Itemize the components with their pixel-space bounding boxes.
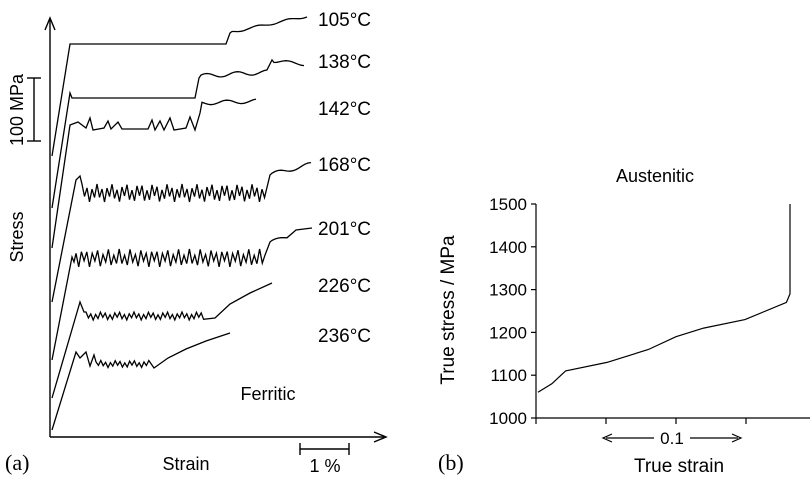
panel-a-ylabel: Stress — [7, 211, 27, 262]
strain-arrow-label: 0.1 — [660, 429, 684, 448]
panel-b-y-ticks: 1000 1100 1200 1300 1400 1500 — [489, 195, 536, 428]
panel-b-y-tick-label: 1400 — [489, 238, 527, 257]
panel-b-y-tick-label: 1300 — [489, 281, 527, 300]
panel-b-y-tick-label: 1500 — [489, 195, 527, 214]
curve-138 — [51, 58, 305, 209]
curve-label-168: 168°C — [318, 155, 371, 176]
ferritic-curves — [51, 16, 313, 431]
panel-b-title: Austenitic — [616, 166, 694, 186]
curve-label-226: 226°C — [318, 276, 371, 297]
panel-a-xlabel: Strain — [162, 454, 209, 474]
panel-a-label: (a) — [5, 450, 29, 475]
panel-b-xlabel: True strain — [634, 456, 724, 477]
panel-a: 100 MPa Stress 1 % Strain (a) Ferritic 1… — [5, 10, 388, 476]
curve-142 — [51, 98, 257, 249]
curve-168 — [51, 161, 312, 303]
curve-label-201: 201°C — [318, 219, 371, 240]
curve-label-105: 105°C — [318, 10, 371, 31]
panel-b-ylabel: True stress / MPa — [438, 235, 459, 385]
austenitic-curve — [537, 204, 791, 393]
strain-scale-bar-label: 1 % — [309, 456, 340, 476]
panel-b-x-ticks — [535, 418, 747, 424]
strain-arrow-left-head — [601, 433, 613, 443]
curve-226 — [51, 282, 273, 399]
curve-label-138: 138°C — [318, 52, 371, 73]
panel-b: Austenitic 1000 1100 1200 1300 1400 1500 True… — [438, 166, 810, 477]
curve-label-142: 142°C — [318, 99, 371, 120]
panel-a-x-arrow — [373, 431, 388, 443]
curve-201 — [51, 227, 313, 361]
stress-scale-bar-label: 100 MPa — [7, 73, 27, 146]
strain-arrow-right-head — [731, 433, 743, 443]
curve-236 — [51, 332, 231, 431]
panel-b-y-tick-label: 1000 — [489, 409, 527, 428]
panel-b-label: (b) — [438, 450, 464, 475]
panel-b-y-tick-label: 1200 — [489, 323, 527, 342]
curve-label-236: 236°C — [318, 326, 371, 347]
panel-a-y-arrow — [44, 16, 56, 31]
ferritic-annotation: Ferritic — [241, 384, 296, 404]
panel-b-y-tick-label: 1100 — [490, 366, 527, 385]
curve-105 — [51, 16, 308, 157]
